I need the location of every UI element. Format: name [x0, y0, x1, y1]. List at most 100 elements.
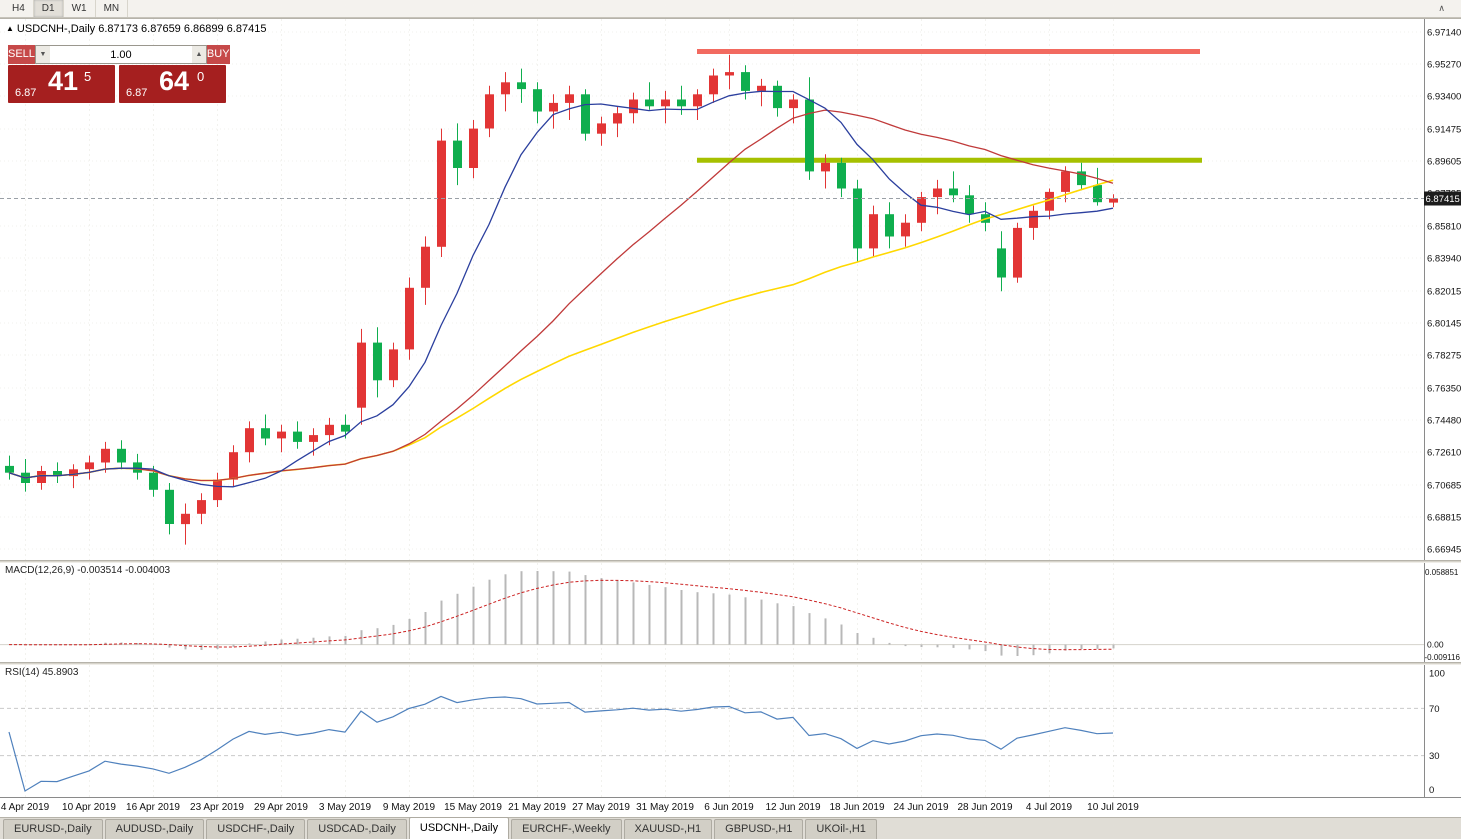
buy-button[interactable]: BUY — [206, 45, 230, 64]
candle — [533, 89, 542, 112]
candle — [501, 82, 510, 95]
candle — [149, 472, 158, 490]
candle — [165, 489, 174, 524]
candle — [661, 99, 670, 107]
chart-symbol-label: USDCNH-,Daily — [16, 23, 96, 35]
main-chart-canvas[interactable]: 6.971406.952706.934006.914756.896056.877… — [0, 19, 1461, 561]
candle — [773, 85, 782, 109]
svg-text:6.85810: 6.85810 — [1427, 222, 1461, 233]
candle — [837, 162, 846, 189]
buy-price-prefix: 6.87 — [126, 87, 148, 99]
candle — [453, 140, 462, 168]
chart-tabs-bar: EURUSD-,Daily AUDUSD-,Daily USDCHF-,Daily U… — [0, 817, 1461, 839]
candle — [389, 349, 398, 381]
date-label: 6 Jun 2019 — [704, 802, 754, 813]
sell-price-big: 41 — [48, 66, 79, 96]
volume-input[interactable] — [49, 46, 192, 63]
candle — [5, 465, 14, 473]
chart-tab-xauusd-h1[interactable]: XAUUSD-,H1 — [623, 819, 713, 839]
candle — [1109, 198, 1118, 203]
candle — [37, 471, 46, 483]
chart-tab-ukoil-h1[interactable]: UKOil-,H1 — [805, 819, 877, 839]
rsi-canvas[interactable]: 100 70 30 0 — [0, 665, 1461, 797]
candle — [757, 85, 766, 91]
candle — [213, 479, 222, 501]
svg-text:6.87415: 6.87415 — [1426, 194, 1460, 205]
candle — [1013, 227, 1022, 278]
sell-button[interactable]: SELL — [8, 45, 35, 64]
candle — [1061, 171, 1070, 192]
candle — [341, 424, 350, 432]
chart-tab-eurusd-daily[interactable]: EURUSD-,Daily — [3, 819, 103, 839]
sell-price-prefix: 6.87 — [15, 87, 37, 99]
candle — [485, 94, 494, 129]
candle — [677, 99, 686, 107]
timeframe-button-d1[interactable]: D1 — [33, 0, 64, 17]
svg-text:6.95270: 6.95270 — [1427, 60, 1461, 71]
panel-splitter[interactable] — [0, 560, 1461, 563]
candle — [261, 428, 270, 439]
candle — [245, 428, 254, 453]
svg-text:6.89605: 6.89605 — [1427, 157, 1461, 168]
current-price-tag — [1424, 191, 1461, 206]
sell-price-box[interactable]: 6.87 41 5 — [8, 65, 115, 103]
candle — [277, 431, 286, 439]
date-label: 15 May 2019 — [444, 802, 502, 813]
chart-tab-usdcnh-daily[interactable]: USDCNH-,Daily — [408, 817, 510, 839]
svg-text:6.80145: 6.80145 — [1427, 319, 1461, 330]
chart-tab-usdcad-daily[interactable]: USDCAD-,Daily — [307, 819, 407, 839]
svg-text:6.72610: 6.72610 — [1427, 448, 1461, 459]
date-label: 4 Apr 2019 — [0, 802, 50, 813]
volume-decrease-button[interactable]: ▼ — [35, 46, 50, 63]
candle — [917, 197, 926, 223]
date-axis: 4 Apr 2019 10 Apr 2019 16 Apr 2019 23 Apr 2… — [0, 797, 1461, 817]
rsi-value: 45.8903 — [42, 667, 79, 678]
svg-text:0.058851: 0.058851 — [1425, 568, 1459, 577]
date-label: 27 May 2019 — [572, 802, 630, 813]
date-label: 10 Jul 2019 — [1087, 802, 1139, 813]
chart-tab-eurchf-weekly[interactable]: EURCHF-,Weekly — [511, 819, 622, 839]
candle — [517, 82, 526, 90]
candle — [1077, 171, 1086, 186]
macd-canvas[interactable]: 0.058851 0.00 -0.009116 — [0, 563, 1461, 662]
svg-text:70: 70 — [1429, 704, 1440, 715]
svg-text:6.70685: 6.70685 — [1427, 481, 1461, 492]
svg-text:0.00: 0.00 — [1427, 640, 1444, 650]
date-label: 29 Apr 2019 — [254, 802, 308, 813]
svg-text:30: 30 — [1429, 751, 1440, 762]
collapse-toolbar-icon[interactable]: ∧ — [1438, 3, 1445, 13]
svg-text:100: 100 — [1429, 669, 1445, 680]
buy-price-box[interactable]: 6.87 64 0 — [119, 65, 226, 103]
rsi-line — [8, 695, 1114, 792]
candle — [293, 431, 302, 442]
candle — [549, 102, 558, 112]
date-label: 10 Apr 2019 — [62, 802, 116, 813]
candle — [53, 471, 62, 477]
candle — [949, 188, 958, 196]
timeframe-button-h4[interactable]: H4 — [4, 0, 34, 17]
chart-tab-gbpusd-h1[interactable]: GBPUSD-,H1 — [714, 819, 804, 839]
candle — [309, 435, 318, 442]
date-label: 24 Jun 2019 — [893, 802, 949, 813]
date-label: 16 Apr 2019 — [126, 802, 180, 813]
timeframe-button-w1[interactable]: W1 — [64, 0, 96, 17]
candle — [885, 214, 894, 237]
candle — [373, 342, 382, 381]
candle — [101, 448, 110, 463]
svg-text:6.68815: 6.68815 — [1427, 513, 1461, 524]
panel-splitter[interactable] — [0, 662, 1461, 665]
chart-tab-usdchf-daily[interactable]: USDCHF-,Daily — [206, 819, 306, 839]
macd-value: -0.003514 — [77, 565, 123, 576]
candle — [821, 162, 830, 172]
candle — [69, 469, 78, 477]
date-label: 18 Jun 2019 — [829, 802, 885, 813]
ma-slow-line — [8, 179, 1114, 482]
candle — [933, 188, 942, 198]
ma-mid-line — [8, 109, 1114, 482]
svg-text:6.97140: 6.97140 — [1427, 28, 1461, 39]
chart-tab-audusd-daily[interactable]: AUDUSD-,Daily — [104, 819, 205, 839]
volume-increase-button[interactable]: ▲ — [191, 46, 206, 63]
timeframe-button-mn[interactable]: MN — [96, 0, 129, 17]
date-label: 3 May 2019 — [318, 802, 372, 813]
date-label: 23 Apr 2019 — [190, 802, 244, 813]
